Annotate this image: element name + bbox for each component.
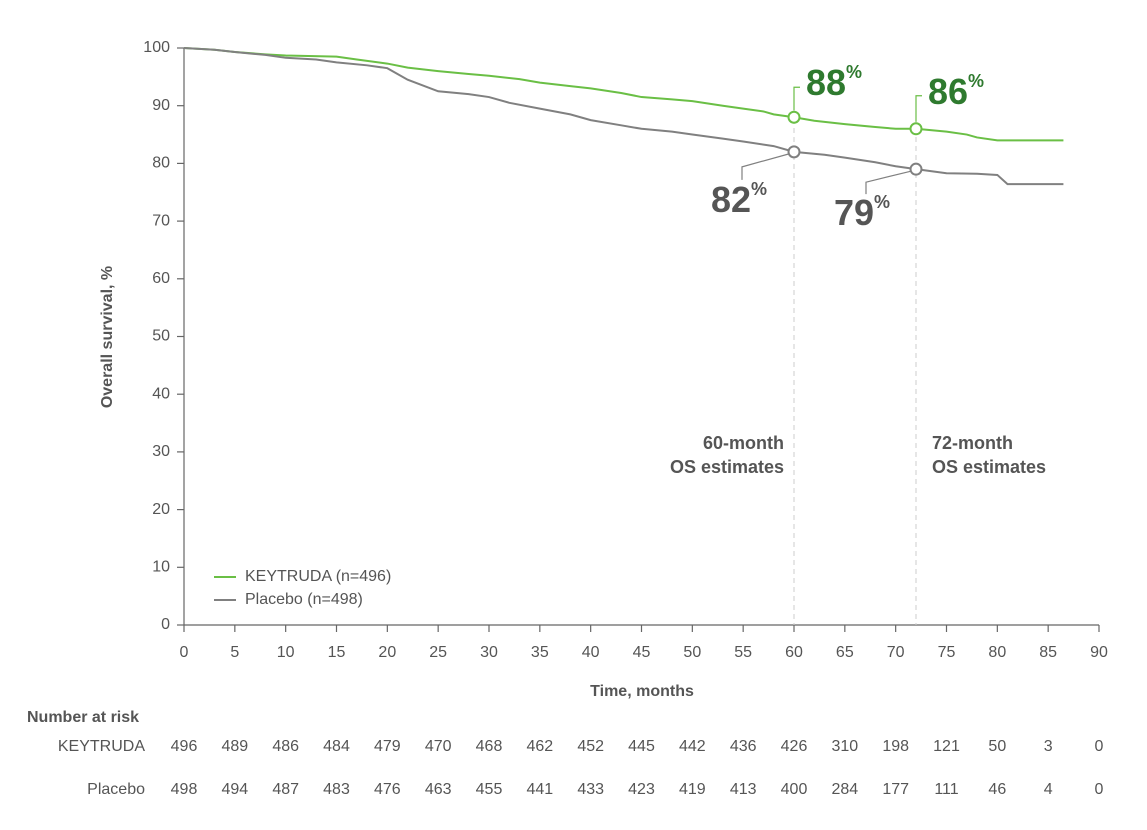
risk-value: 470 [425, 738, 452, 755]
reference-label: OS estimates [932, 457, 1046, 477]
y-tick-label: 80 [152, 155, 170, 172]
x-axis-label: Time, months [590, 683, 694, 700]
reference-label: OS estimates [670, 457, 784, 477]
x-tick-label: 50 [683, 644, 701, 661]
risk-value: 111 [934, 781, 958, 798]
risk-value: 483 [323, 781, 350, 798]
risk-value: 400 [781, 781, 808, 798]
y-tick-label: 50 [152, 328, 170, 345]
risk-value: 0 [1095, 738, 1104, 755]
risk-value: 479 [374, 738, 401, 755]
risk-value: 462 [526, 738, 553, 755]
x-tick-label: 65 [836, 644, 854, 661]
x-tick-label: 55 [734, 644, 752, 661]
y-tick-label: 30 [152, 443, 170, 460]
leader-line [741, 153, 790, 180]
x-tick-label: 15 [328, 644, 346, 661]
estimate-label: 86% [928, 70, 984, 111]
risk-value: 4 [1044, 781, 1053, 798]
survival-curve [183, 47, 1064, 142]
leader-line [793, 86, 800, 111]
y-axis-label: Overall survival, % [99, 266, 116, 408]
y-tick-label: 0 [161, 616, 170, 633]
x-tick-label: 30 [480, 644, 498, 661]
x-tick-label: 80 [988, 644, 1006, 661]
y-tick-label: 70 [152, 212, 170, 229]
y-tick-label: 20 [152, 501, 170, 518]
risk-value: 489 [221, 738, 248, 755]
estimate-label: 79% [834, 192, 890, 233]
estimate-marker [909, 162, 923, 176]
risk-value: 463 [425, 781, 452, 798]
y-tick-label: 60 [152, 270, 170, 287]
x-tick-label: 20 [378, 644, 396, 661]
estimate-label: 88% [806, 62, 862, 103]
x-tick-label: 0 [180, 644, 189, 661]
risk-value: 426 [781, 738, 808, 755]
x-tick-label: 60 [785, 644, 803, 661]
risk-row-label: Placebo [87, 781, 145, 798]
x-tick-label: 85 [1039, 644, 1057, 661]
risk-value: 284 [831, 781, 858, 798]
risk-value: 3 [1044, 738, 1053, 755]
x-tick-label: 45 [633, 644, 651, 661]
leader-line [865, 170, 912, 195]
risk-value: 433 [577, 781, 604, 798]
risk-table-title: Number at risk [27, 709, 139, 726]
y-tick-label: 90 [152, 97, 170, 114]
x-tick-label: 10 [277, 644, 295, 661]
risk-value: 121 [933, 738, 960, 755]
y-tick-label: 10 [152, 559, 170, 576]
risk-row-label: KEYTRUDA [58, 738, 145, 755]
risk-value: 310 [831, 738, 858, 755]
risk-value: 445 [628, 738, 655, 755]
reference-label: 60-month [703, 433, 784, 453]
risk-value: 468 [476, 738, 503, 755]
estimate-marker [787, 110, 801, 124]
leader-line [915, 95, 922, 122]
x-tick-label: 5 [230, 644, 239, 661]
risk-value: 498 [171, 781, 198, 798]
x-tick-label: 35 [531, 644, 549, 661]
x-tick-label: 70 [887, 644, 905, 661]
risk-value: 419 [679, 781, 706, 798]
risk-value: 455 [476, 781, 503, 798]
x-tick-label: 75 [938, 644, 956, 661]
risk-value: 476 [374, 781, 401, 798]
risk-value: 484 [323, 738, 350, 755]
reference-label: 72-month [932, 433, 1013, 453]
risk-value: 452 [577, 738, 604, 755]
risk-value: 50 [988, 738, 1006, 755]
risk-value: 436 [730, 738, 757, 755]
risk-value: 496 [171, 738, 198, 755]
risk-value: 413 [730, 781, 757, 798]
survival-curve [183, 47, 1064, 186]
risk-value: 487 [272, 781, 299, 798]
legend-label: KEYTRUDA (n=496) [245, 568, 391, 585]
x-tick-label: 90 [1090, 644, 1108, 661]
risk-value: 442 [679, 738, 706, 755]
risk-value: 46 [988, 781, 1006, 798]
estimate-marker [787, 145, 801, 159]
risk-value: 423 [628, 781, 655, 798]
risk-value: 494 [221, 781, 248, 798]
y-tick-label: 100 [143, 39, 170, 56]
risk-value: 0 [1095, 781, 1104, 798]
estimate-marker [909, 122, 923, 136]
risk-value: 177 [882, 781, 909, 798]
risk-value: 198 [882, 738, 909, 755]
x-tick-label: 25 [429, 644, 447, 661]
risk-value: 441 [526, 781, 553, 798]
y-tick-label: 40 [152, 385, 170, 402]
risk-value: 486 [272, 738, 299, 755]
estimate-label: 82% [711, 178, 767, 219]
x-tick-label: 40 [582, 644, 600, 661]
legend-label: Placebo (n=498) [245, 591, 363, 608]
